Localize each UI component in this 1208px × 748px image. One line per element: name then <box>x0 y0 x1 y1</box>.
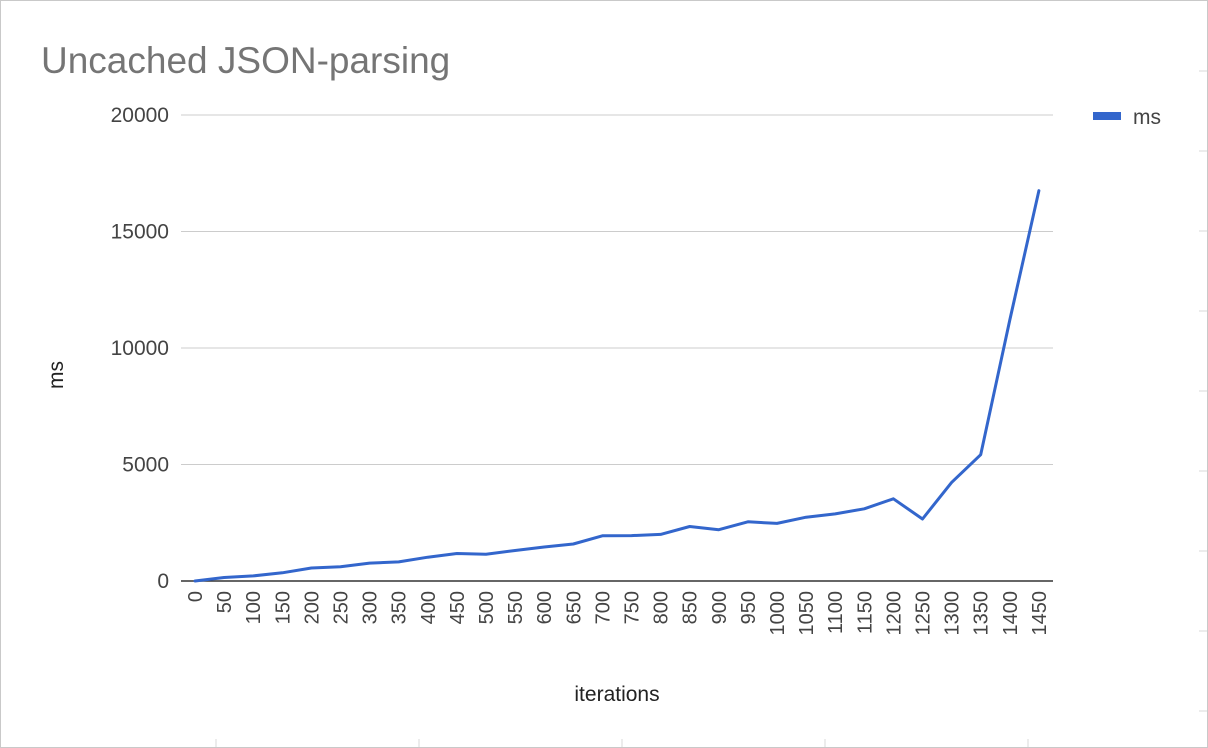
x-tick-label: 450 <box>447 591 469 624</box>
x-tick-label: 0 <box>185 591 207 602</box>
x-tick-label: 1450 <box>1029 591 1051 636</box>
x-tick-label: 600 <box>534 591 556 624</box>
x-tick-label: 1300 <box>942 591 964 636</box>
gridlines <box>181 114 1053 582</box>
x-tick-label: 1050 <box>796 591 818 636</box>
x-tick-label: 1250 <box>913 591 935 636</box>
y-axis-ticks: 0 5000 10000 15000 20000 <box>111 104 169 593</box>
x-tick-label: 750 <box>622 591 644 624</box>
x-tick-label: 550 <box>505 591 527 624</box>
x-tick-label: 200 <box>301 591 323 624</box>
y-tick-label: 10000 <box>111 337 169 360</box>
x-tick-label: 900 <box>709 591 731 624</box>
x-tick-label: 1200 <box>883 591 905 636</box>
x-tick-label: 850 <box>680 591 702 624</box>
x-axis-label: iterations <box>574 683 659 706</box>
legend-label: ms <box>1133 106 1161 129</box>
x-tick-label: 1150 <box>854 591 876 634</box>
chart-title: Uncached JSON-parsing <box>41 40 450 81</box>
x-tick-label: 1100 <box>825 591 847 634</box>
y-tick-label: 5000 <box>122 454 169 477</box>
x-tick-label: 100 <box>243 591 265 624</box>
x-tick-label: 700 <box>592 591 614 624</box>
frame-edge-ticks <box>215 70 1207 747</box>
series-layer <box>193 189 1041 583</box>
y-axis-label: ms <box>45 361 68 389</box>
y-tick-label: 15000 <box>111 221 169 244</box>
series-line-ms[interactable] <box>193 189 1041 583</box>
x-tick-label: 400 <box>418 591 440 624</box>
x-tick-label: 950 <box>738 591 760 624</box>
x-tick-label: 250 <box>331 591 353 624</box>
x-tick-label: 150 <box>272 591 294 624</box>
x-tick-label: 300 <box>360 591 382 624</box>
legend[interactable]: ms <box>1093 106 1161 129</box>
x-tick-label: 500 <box>476 591 498 624</box>
x-tick-label: 1400 <box>1000 591 1022 636</box>
x-tick-label: 800 <box>651 591 673 624</box>
y-tick-label: 20000 <box>111 104 169 127</box>
x-tick-label: 1350 <box>971 591 993 636</box>
legend-swatch <box>1093 112 1121 120</box>
x-tick-label: 50 <box>214 591 236 613</box>
x-tick-label: 1000 <box>767 591 789 636</box>
y-tick-label: 0 <box>157 570 169 593</box>
x-tick-label: 350 <box>389 591 411 624</box>
x-tick-label: 650 <box>563 591 585 624</box>
x-axis-ticks: 0 50 100 150 200 250 300 350 400 450 500 550 600 650 7… <box>185 591 1051 636</box>
